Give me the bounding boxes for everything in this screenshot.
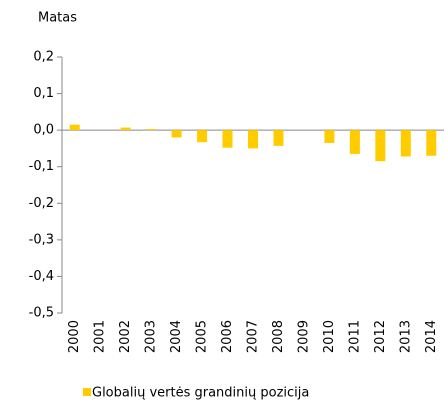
bar — [324, 130, 335, 143]
y-tick-label: 0,1 — [33, 86, 54, 101]
x-tick-label: 2014 — [424, 320, 439, 353]
x-tick-label: 2011 — [347, 320, 362, 353]
y-tick-label: -0,4 — [29, 269, 54, 284]
legend-swatch — [83, 388, 91, 396]
bar — [222, 130, 233, 148]
x-tick-label: 2002 — [118, 320, 133, 353]
y-axis-label: Matas — [38, 11, 77, 26]
bar — [171, 130, 182, 138]
x-tick-label: 2010 — [322, 320, 337, 353]
x-tick-label: 2004 — [169, 320, 184, 353]
bar — [426, 130, 437, 156]
y-tick-label: -0,1 — [29, 159, 54, 174]
bar — [400, 130, 411, 157]
x-tick-label: 2012 — [373, 320, 388, 353]
y-tick-label: -0,2 — [29, 196, 54, 211]
bar — [146, 129, 157, 131]
legend-label: Globalių vertės grandinių pozicija — [92, 386, 309, 401]
bar — [349, 130, 360, 154]
x-tick-label: 2013 — [398, 320, 413, 353]
bar — [69, 124, 80, 131]
bar — [375, 130, 386, 162]
bar — [197, 130, 208, 143]
bar — [120, 127, 131, 131]
x-tick-label: 2006 — [220, 320, 235, 353]
y-tick-label: -0,5 — [29, 306, 54, 321]
x-tick-label: 2009 — [296, 320, 311, 353]
x-tick-label: 2000 — [67, 320, 82, 353]
bar — [273, 130, 284, 146]
x-tick-label: 2005 — [195, 320, 210, 353]
x-tick-label: 2003 — [144, 320, 159, 353]
x-tick-label: 2007 — [246, 320, 261, 353]
bar — [248, 130, 258, 149]
x-tick-label: 2001 — [93, 320, 108, 353]
y-tick-label: 0,2 — [33, 50, 54, 65]
y-tick-label: 0,0 — [33, 123, 54, 138]
y-tick-label: -0,3 — [29, 232, 54, 247]
x-tick-label: 2008 — [271, 320, 286, 353]
